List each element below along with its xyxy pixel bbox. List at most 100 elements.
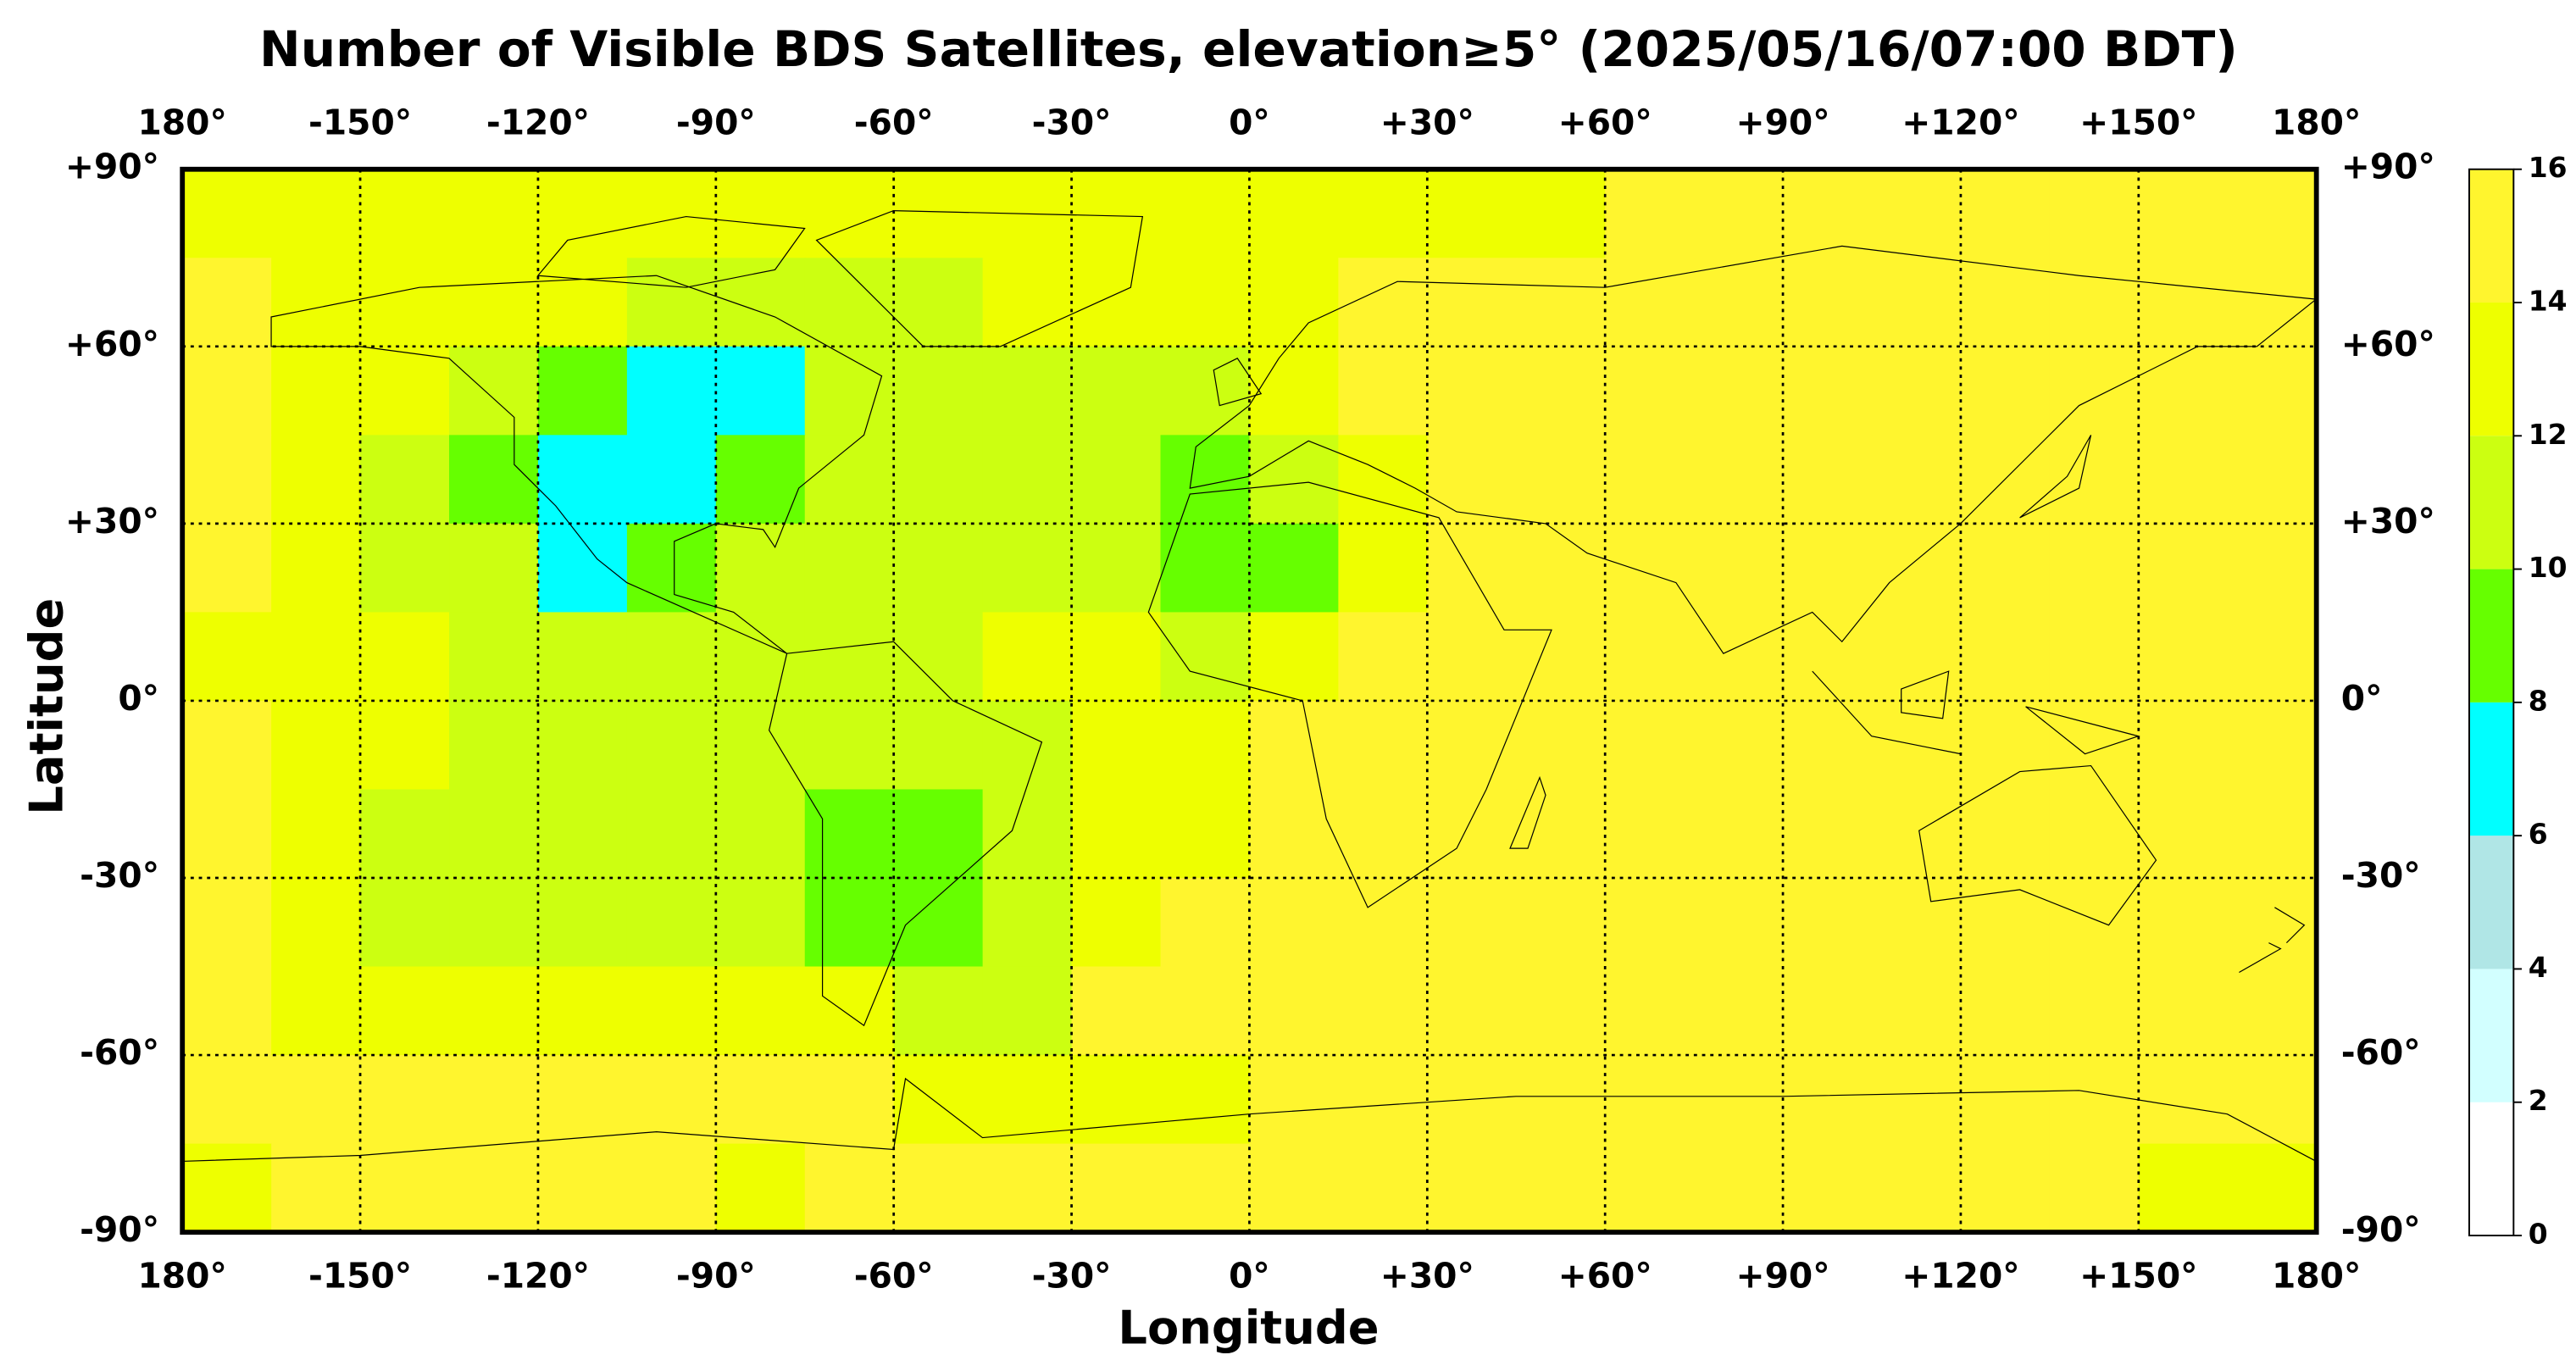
field-cell <box>1160 789 1251 879</box>
y-axis-label: Latitude <box>19 598 73 815</box>
coast-indonesia <box>1813 671 2139 754</box>
field-cell <box>1605 258 1696 347</box>
colorbar-tick-label: 10 <box>2529 551 2568 584</box>
field-cell <box>360 1055 450 1145</box>
colorbar-tick-label: 12 <box>2529 418 2568 451</box>
field-cell <box>182 789 273 879</box>
colorbar-segment <box>2468 169 2514 303</box>
field-cell <box>449 612 539 702</box>
field-cell <box>2227 258 2318 347</box>
field-cell <box>360 789 450 879</box>
field-cell <box>982 878 1073 968</box>
field-cell <box>1427 878 1518 968</box>
x-tick-label: -150° <box>308 1255 412 1296</box>
field-cell <box>2049 612 2140 702</box>
field-cell <box>804 789 895 879</box>
field-cell <box>715 523 806 614</box>
field-cell <box>1783 966 1873 1057</box>
x-tick-label-top: +90° <box>1736 102 1830 142</box>
field-cell <box>360 700 450 791</box>
field-cell <box>1516 789 1607 879</box>
field-cell <box>804 878 895 968</box>
field-cell <box>893 700 984 791</box>
field-cell <box>1160 258 1251 347</box>
field-cell <box>626 878 717 968</box>
field-cell <box>537 878 628 968</box>
field-cell <box>1783 435 1873 525</box>
field-cell <box>449 1143 539 1234</box>
field-cell <box>715 1143 806 1234</box>
field-cell <box>1783 169 1873 259</box>
field-cell <box>1160 878 1251 968</box>
field-cell <box>1338 966 1429 1057</box>
field-cell <box>2227 1055 2318 1145</box>
field-cell <box>1871 346 1962 436</box>
field-cell <box>1338 523 1429 614</box>
field-cell <box>2227 878 2318 968</box>
x-tick-label-top: -60° <box>854 102 934 142</box>
field-cell <box>182 346 273 436</box>
y-tick-label: -90° <box>80 1209 159 1250</box>
y-tick-label: +90° <box>65 147 159 187</box>
colorbar-segment <box>2468 1102 2514 1236</box>
field-cell <box>182 1055 273 1145</box>
x-tick-label-top: 0° <box>1229 102 1270 142</box>
x-tick-label: 180° <box>138 1255 227 1296</box>
field-cell <box>626 1143 717 1234</box>
field-cell <box>1427 966 1518 1057</box>
field-cell <box>1783 789 1873 879</box>
field-cell <box>2138 169 2229 259</box>
field-cell <box>1783 700 1873 791</box>
field-cell <box>715 258 806 347</box>
colorbar-tick-label: 16 <box>2529 151 2568 184</box>
field-cell <box>1338 435 1429 525</box>
coast-japan <box>2020 435 2091 518</box>
field-cell <box>1160 1055 1251 1145</box>
field-cell <box>1783 346 1873 436</box>
field-cell <box>893 1143 984 1234</box>
field-cell <box>1249 789 1340 879</box>
field-cell <box>2049 346 2140 436</box>
field-cell <box>1960 966 2051 1057</box>
field-cell <box>1605 612 1696 702</box>
field-cell <box>804 700 895 791</box>
field-cell <box>626 1055 717 1145</box>
field-cell <box>1071 612 1162 702</box>
field-cell <box>271 700 362 791</box>
field-cell <box>271 258 362 347</box>
x-tick-label-top: -120° <box>486 102 590 142</box>
field-cell <box>1249 435 1340 525</box>
field-cell <box>537 258 628 347</box>
field-cell <box>182 523 273 614</box>
field-cell <box>449 346 539 436</box>
coast-greenland <box>817 211 1143 347</box>
field-cell <box>360 523 450 614</box>
field-cell <box>893 258 984 347</box>
field-cell <box>1071 878 1162 968</box>
field-cell <box>537 435 628 525</box>
y-tick-label-right: -90° <box>2341 1209 2421 1250</box>
field-cell <box>1249 1143 1340 1234</box>
field-cell <box>1516 878 1607 968</box>
field-cell <box>626 789 717 879</box>
coast-new-zealand <box>2239 908 2304 973</box>
field-cell <box>2049 258 2140 347</box>
field-cell <box>1516 1055 1607 1145</box>
field-cell <box>1160 966 1251 1057</box>
coast-britain <box>1213 358 1261 406</box>
field-cell <box>1783 1143 1873 1234</box>
field-cell <box>1071 435 1162 525</box>
colorbar-frame <box>2468 168 2515 1236</box>
field-cell <box>1249 700 1340 791</box>
x-tick-label-top: 180° <box>138 102 227 142</box>
field-cell <box>1960 789 2051 879</box>
field-cell <box>1605 1143 1696 1234</box>
field-cell <box>1871 169 1962 259</box>
field-cell <box>1694 1055 1785 1145</box>
field-cell <box>1160 612 1251 702</box>
field-cell <box>982 346 1073 436</box>
colorbar-tick-label: 14 <box>2529 285 2568 318</box>
field-cell <box>360 435 450 525</box>
field-cell <box>715 346 806 436</box>
